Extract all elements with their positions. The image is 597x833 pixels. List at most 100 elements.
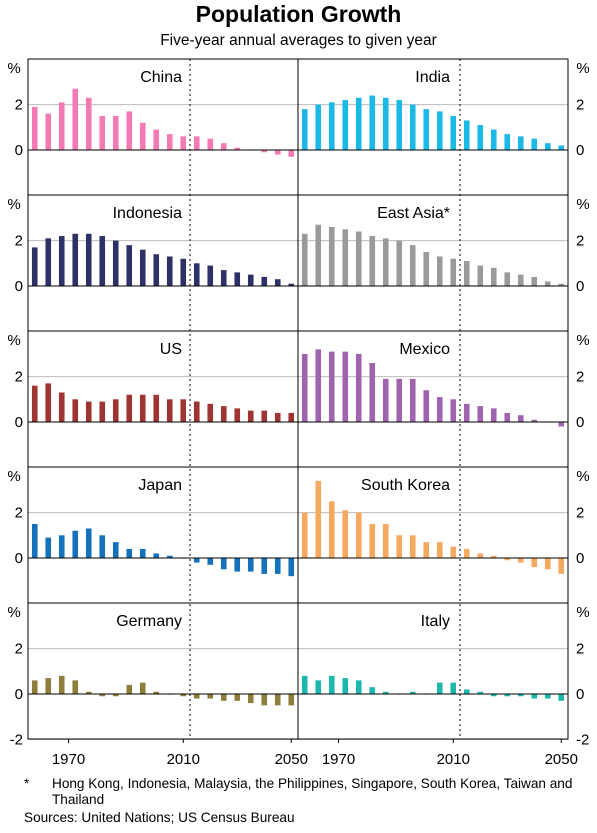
bar-mexico-2015 [463, 403, 470, 422]
bar-japan-2000 [153, 553, 160, 558]
panel-label-east-asia: East Asia* [377, 205, 450, 222]
bar-italy-1995 [409, 691, 416, 694]
bar-germany-1955 [31, 680, 38, 694]
bar-us-1960 [45, 383, 52, 422]
bar-germany-2010 [180, 694, 187, 697]
bar-indonesia-2030 [234, 272, 241, 286]
bar-india-2050 [558, 145, 565, 150]
bar-japan-2030 [234, 558, 241, 572]
bar-east-asia-2015 [463, 261, 470, 286]
bar-china-2000 [153, 129, 160, 150]
bar-india-1970 [342, 100, 349, 150]
bar-india-1995 [409, 104, 416, 150]
y-tick-left: 2 [15, 369, 23, 386]
y-tick-left: 0 [15, 686, 23, 703]
bar-italy-2040 [531, 694, 538, 699]
chart-subtitle: Five-year annual averages to given year [160, 32, 437, 49]
bar-germany-2030 [234, 694, 241, 701]
y-tick-left: 0 [15, 142, 23, 159]
bar-south-korea-1990 [396, 535, 403, 558]
bar-italy-1985 [382, 691, 389, 694]
bar-italy-2015 [463, 689, 470, 694]
bar-china-2045 [274, 150, 281, 155]
bar-japan-1980 [99, 535, 106, 558]
bar-japan-2040 [261, 558, 268, 574]
bar-japan-1995 [139, 548, 146, 558]
bar-mexico-2040 [531, 419, 538, 422]
bar-indonesia-2035 [247, 274, 254, 286]
y-tick-right: 2 [576, 97, 584, 114]
bar-us-2015 [193, 401, 200, 422]
bar-india-2020 [477, 125, 484, 150]
y-tick-right: -2 [576, 731, 589, 748]
panel-label-indonesia: Indonesia [113, 205, 182, 222]
bar-indonesia-1970 [72, 233, 79, 286]
y-tick-right: 2 [576, 369, 584, 386]
bar-mexico-1960 [315, 349, 322, 422]
bar-us-2045 [274, 412, 281, 422]
bar-south-korea-2020 [477, 553, 484, 558]
bar-indonesia-2020 [207, 265, 214, 286]
bar-japan-2005 [166, 555, 173, 558]
bar-indonesia-1955 [31, 247, 38, 286]
bar-indonesia-2050 [288, 283, 295, 286]
bar-india-2035 [517, 136, 524, 150]
y-unit-right: % [576, 332, 589, 349]
bar-japan-2015 [193, 558, 200, 563]
bar-china-2030 [234, 147, 241, 150]
bar-indonesia-1985 [112, 240, 119, 286]
bar-india-2000 [423, 109, 430, 150]
footnote-text: Hong Kong, Indonesia, Malaysia, the Phil… [52, 776, 573, 807]
bar-us-2025 [220, 406, 227, 422]
bar-mexico-1995 [409, 378, 416, 422]
panel-label-india: India [415, 69, 450, 86]
bar-us-1955 [31, 385, 38, 422]
bar-us-2020 [207, 403, 214, 422]
bar-germany-2050 [288, 694, 295, 706]
y-unit-right: % [576, 604, 589, 621]
bar-east-asia-2030 [504, 272, 511, 286]
bar-italy-2025 [490, 694, 497, 697]
bar-south-korea-1975 [355, 512, 362, 558]
bar-japan-1970 [72, 530, 79, 558]
bar-italy-1955 [301, 675, 308, 694]
bar-india-1975 [355, 97, 362, 150]
y-tick-left: 0 [15, 550, 23, 567]
bar-us-2005 [166, 399, 173, 422]
bar-italy-2035 [517, 694, 524, 697]
bar-south-korea-2035 [517, 558, 524, 563]
bar-mexico-1965 [328, 351, 335, 422]
bar-japan-1985 [112, 542, 119, 558]
bar-mexico-2050 [558, 422, 565, 427]
bar-indonesia-2005 [166, 256, 173, 286]
x-tick-label: 1970 [52, 751, 85, 768]
bar-us-2035 [247, 410, 254, 422]
bar-china-1980 [99, 115, 106, 150]
x-tick-label: 2050 [545, 751, 578, 768]
bar-indonesia-2040 [261, 276, 268, 286]
bar-us-1965 [58, 392, 65, 422]
bar-east-asia-2025 [490, 267, 497, 286]
panel-label-south-korea: South Korea [361, 477, 450, 494]
bar-us-2030 [234, 408, 241, 422]
bar-india-1965 [328, 102, 335, 150]
bar-china-2010 [180, 136, 187, 150]
bar-germany-1960 [45, 678, 52, 694]
bar-china-1985 [112, 115, 119, 150]
panel-label-japan: Japan [138, 477, 182, 494]
bar-south-korea-1965 [328, 501, 335, 558]
x-tick-label: 2050 [275, 751, 308, 768]
bar-china-2025 [220, 143, 227, 150]
sources-note: Sources: United Nations; US Census Burea… [24, 810, 295, 825]
bar-germany-2020 [207, 694, 214, 699]
bar-south-korea-2045 [544, 558, 551, 570]
y-tick-left: 0 [15, 414, 23, 431]
y-tick-left: 2 [15, 233, 23, 250]
bar-mexico-1970 [342, 351, 349, 422]
bar-indonesia-1965 [58, 236, 65, 286]
y-tick-right: 2 [576, 505, 584, 522]
bar-germany-2025 [220, 694, 227, 701]
bar-india-2015 [463, 120, 470, 150]
y-unit-left: % [7, 332, 20, 349]
bar-south-korea-1960 [315, 480, 322, 558]
